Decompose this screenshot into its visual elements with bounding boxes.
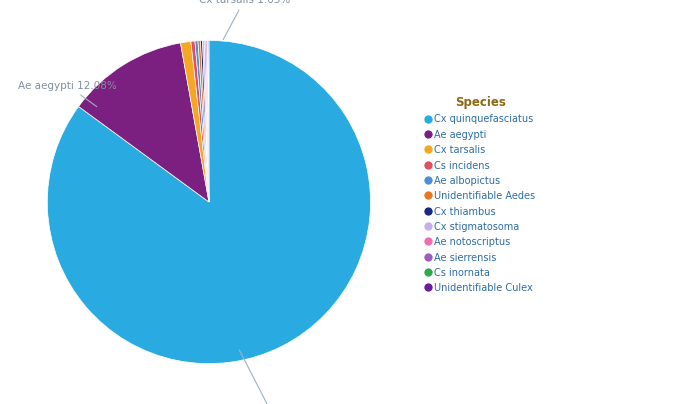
Wedge shape: [200, 40, 209, 202]
Wedge shape: [198, 41, 209, 202]
Wedge shape: [195, 41, 209, 202]
Wedge shape: [207, 40, 209, 202]
Wedge shape: [208, 40, 209, 202]
Wedge shape: [79, 43, 209, 202]
Text: Cx quinquefasciatus
84.8%: Cx quinquefasciatus 84.8%: [224, 350, 330, 404]
Text: Ae aegypti 12.08%: Ae aegypti 12.08%: [18, 81, 117, 107]
Wedge shape: [204, 40, 209, 202]
Wedge shape: [202, 40, 209, 202]
Legend: Cx quinquefasciatus, Ae aegypti, Cx tarsalis, Cs incidens, Ae albopictus, Uniden: Cx quinquefasciatus, Ae aegypti, Cx tars…: [423, 93, 539, 296]
Text: Cx tarsalis 1.03%: Cx tarsalis 1.03%: [199, 0, 290, 40]
Wedge shape: [47, 40, 371, 364]
Wedge shape: [181, 42, 209, 202]
Wedge shape: [191, 41, 209, 202]
Wedge shape: [206, 40, 209, 202]
